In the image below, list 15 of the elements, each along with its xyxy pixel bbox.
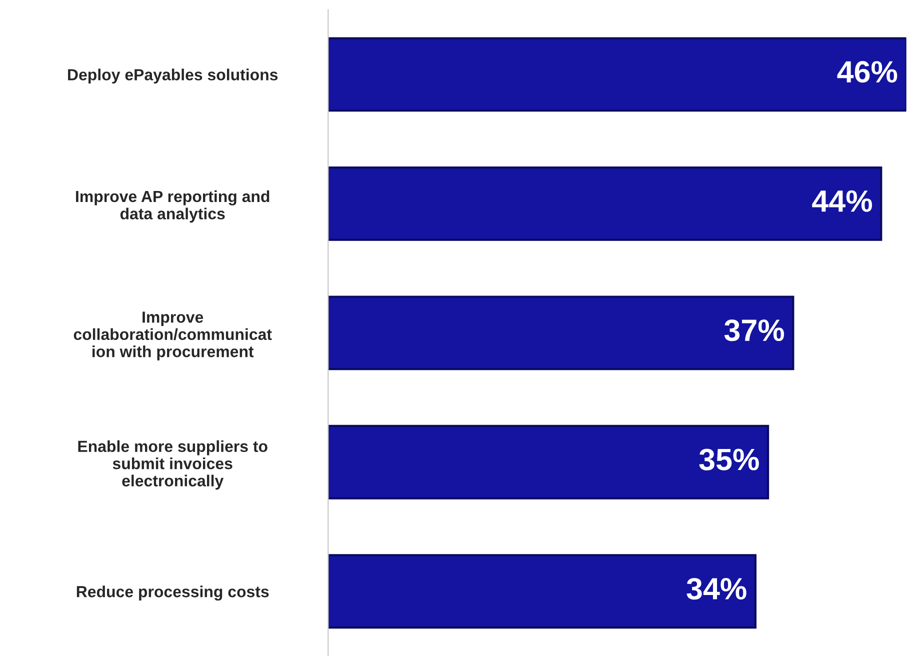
- y-tick-label: Improve AP reporting and data analytics: [76, 190, 270, 223]
- data-label: 37%: [724, 319, 784, 342]
- y-tick-label: Deploy ePayables solutions: [68, 68, 278, 84]
- bar: [328, 296, 794, 370]
- bar: [328, 166, 882, 241]
- y-tick-label: Improve collaboration/communicat ion with procurement: [74, 312, 272, 360]
- bar: [328, 37, 906, 112]
- data-label: 35%: [699, 448, 759, 470]
- bar: [328, 554, 757, 629]
- data-label: 44%: [812, 190, 872, 212]
- data-label: 34%: [686, 578, 746, 600]
- y-tick-label: Enable more suppliers to submit invoices electronically: [78, 440, 268, 490]
- bar: [328, 424, 770, 500]
- data-label: 46%: [837, 61, 898, 83]
- y-tick-label: Reduce processing costs: [76, 586, 269, 601]
